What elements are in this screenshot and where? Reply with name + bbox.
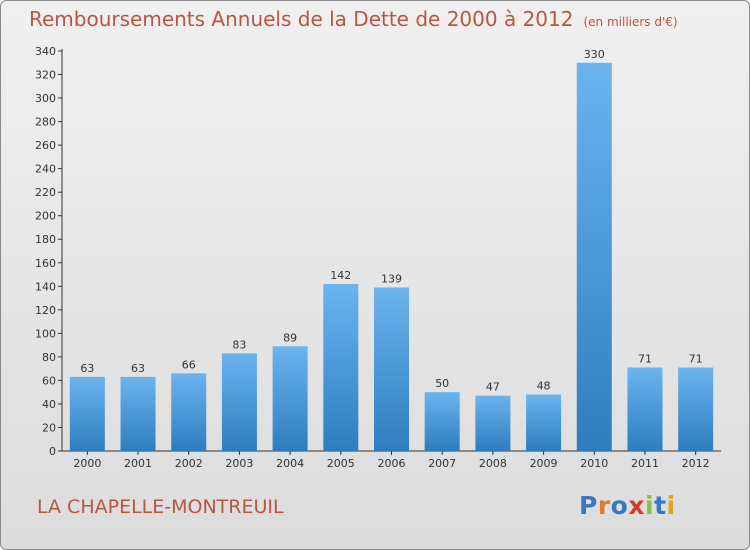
bar — [272, 346, 308, 451]
bar-value-label: 142 — [330, 269, 351, 282]
x-tick-label: 2009 — [530, 457, 558, 470]
bar — [424, 392, 460, 451]
y-tick-label: 240 — [35, 163, 56, 176]
bar-value-label: 66 — [182, 358, 196, 371]
x-tick-label: 2008 — [479, 457, 507, 470]
y-tick-label: 0 — [49, 445, 56, 458]
x-tick-label: 2006 — [378, 457, 406, 470]
y-tick-label: 20 — [42, 421, 56, 434]
y-tick-label: 180 — [35, 233, 56, 246]
bar — [475, 395, 511, 451]
chart-unit: (en milliers d'€) — [583, 15, 678, 29]
bar-value-label: 63 — [131, 362, 145, 375]
y-tick-label: 160 — [35, 257, 56, 270]
town-name: LA CHAPELLE-MONTREUIL — [37, 496, 284, 518]
bar — [576, 62, 612, 451]
y-tick-label: 200 — [35, 210, 56, 223]
chart-title: Remboursements Annuels de la Dette de 20… — [29, 7, 574, 31]
x-tick-label: 2001 — [124, 457, 152, 470]
bar — [678, 367, 714, 451]
bar-value-label: 330 — [584, 48, 605, 61]
y-tick-label: 40 — [42, 398, 56, 411]
x-tick-label: 2007 — [428, 457, 456, 470]
y-tick-label: 120 — [35, 304, 56, 317]
bar-value-label: 47 — [486, 381, 500, 394]
x-tick-label: 2012 — [682, 457, 710, 470]
logo-letter: i — [645, 491, 655, 520]
bar-value-label: 50 — [435, 377, 449, 390]
y-tick-label: 140 — [35, 280, 56, 293]
logo-letter: o — [610, 491, 629, 520]
y-tick-label: 320 — [35, 69, 56, 82]
logo-letter: x — [628, 491, 645, 520]
bar — [221, 353, 257, 451]
bar — [120, 376, 156, 451]
bar — [627, 367, 663, 451]
bar-value-label: 89 — [283, 331, 297, 344]
x-tick-label: 2005 — [327, 457, 355, 470]
x-tick-label: 2011 — [631, 457, 659, 470]
logo-letter: i — [666, 491, 676, 520]
logo-letter: P — [579, 491, 598, 520]
bar-value-label: 71 — [689, 352, 703, 365]
y-tick-label: 300 — [35, 92, 56, 105]
y-tick-label: 80 — [42, 351, 56, 364]
y-tick-label: 280 — [35, 116, 56, 129]
chart-title-row: Remboursements Annuels de la Dette de 20… — [29, 7, 678, 31]
bar-value-label: 48 — [537, 380, 551, 393]
bar-value-label: 71 — [638, 352, 652, 365]
x-tick-label: 2000 — [73, 457, 101, 470]
logo-letter: t — [654, 491, 667, 520]
bar — [69, 376, 105, 451]
bar — [171, 373, 207, 451]
bar — [374, 287, 409, 451]
y-tick-label: 220 — [35, 186, 56, 199]
y-tick-label: 60 — [42, 374, 56, 387]
bar-value-label: 139 — [381, 272, 402, 285]
y-tick-label: 100 — [35, 327, 56, 340]
y-tick-label: 260 — [35, 139, 56, 152]
x-tick-label: 2002 — [175, 457, 203, 470]
bar-value-label: 63 — [80, 362, 94, 375]
bar — [526, 394, 562, 451]
x-tick-label: 2003 — [225, 457, 253, 470]
proxiti-logo: Proxiti — [579, 491, 676, 520]
logo-letter: r — [597, 491, 611, 520]
x-tick-label: 2004 — [276, 457, 304, 470]
y-tick-label: 340 — [35, 45, 56, 58]
bar-value-label: 83 — [232, 338, 246, 351]
bar — [323, 283, 359, 451]
x-tick-label: 2010 — [580, 457, 608, 470]
